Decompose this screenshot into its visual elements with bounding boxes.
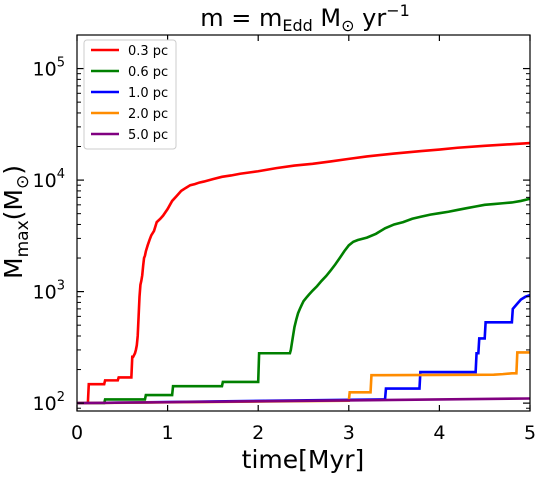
title-exponent: −1 [386, 1, 410, 20]
ylabel-subscript: max [13, 220, 33, 257]
legend-label-3: 2.0 pc [128, 107, 168, 122]
legend: 0.3 pc 0.6 pc 1.0 pc 2.0 pc 5.0 pc [83, 39, 177, 150]
title-equals: = [224, 4, 259, 32]
title-mdot-rhs: m [259, 4, 282, 32]
x-tick-label-0: 0 [71, 422, 83, 444]
ylabel-open: (M [0, 189, 28, 220]
x-tick-label-3: 3 [343, 422, 355, 444]
legend-label-4: 5.0 pc [128, 128, 168, 143]
legend-label-0: 0.3 pc [128, 44, 168, 59]
series-line-0 [77, 141, 531, 405]
series-line-4 [76, 397, 531, 405]
ylabel-base: M [0, 257, 28, 279]
y-tick-label-1: 103 [33, 279, 65, 304]
x-tick-label-4: 4 [433, 422, 445, 444]
legend-label-2: 1.0 pc [128, 86, 168, 101]
title-subscript: Edd [282, 16, 312, 35]
x-tick-label-1: 1 [162, 422, 174, 444]
legend-label-1: 0.6 pc [128, 65, 168, 80]
y-axis-label: Mmax(M⊙) [0, 165, 33, 279]
ylabel-sun-symbol: ⊙ [13, 175, 33, 189]
ylabel-close: ) [0, 165, 28, 175]
title-sun-symbol: ⊙ [341, 16, 354, 35]
series-line-3 [76, 351, 530, 405]
x-tick-label-5: 5 [524, 422, 536, 444]
x-axis-label: time[Myr] [242, 445, 365, 474]
chart-title: m = mEdd M⊙ yr−1 [200, 1, 410, 35]
title-mdot-lhs: m [200, 4, 223, 32]
y-tick-label-3: 105 [33, 56, 65, 81]
x-tick-label-2: 2 [252, 422, 264, 444]
plot-frame [76, 34, 531, 412]
legend-box [83, 39, 177, 150]
title-unit-yr: yr [355, 4, 387, 32]
y-tick-label-0: 102 [33, 390, 65, 415]
series-layer [76, 141, 531, 405]
series-line-1 [77, 197, 531, 405]
title-unit-m: M [313, 4, 341, 32]
y-tick-label-2: 104 [33, 167, 65, 192]
series-line-2 [76, 293, 531, 405]
